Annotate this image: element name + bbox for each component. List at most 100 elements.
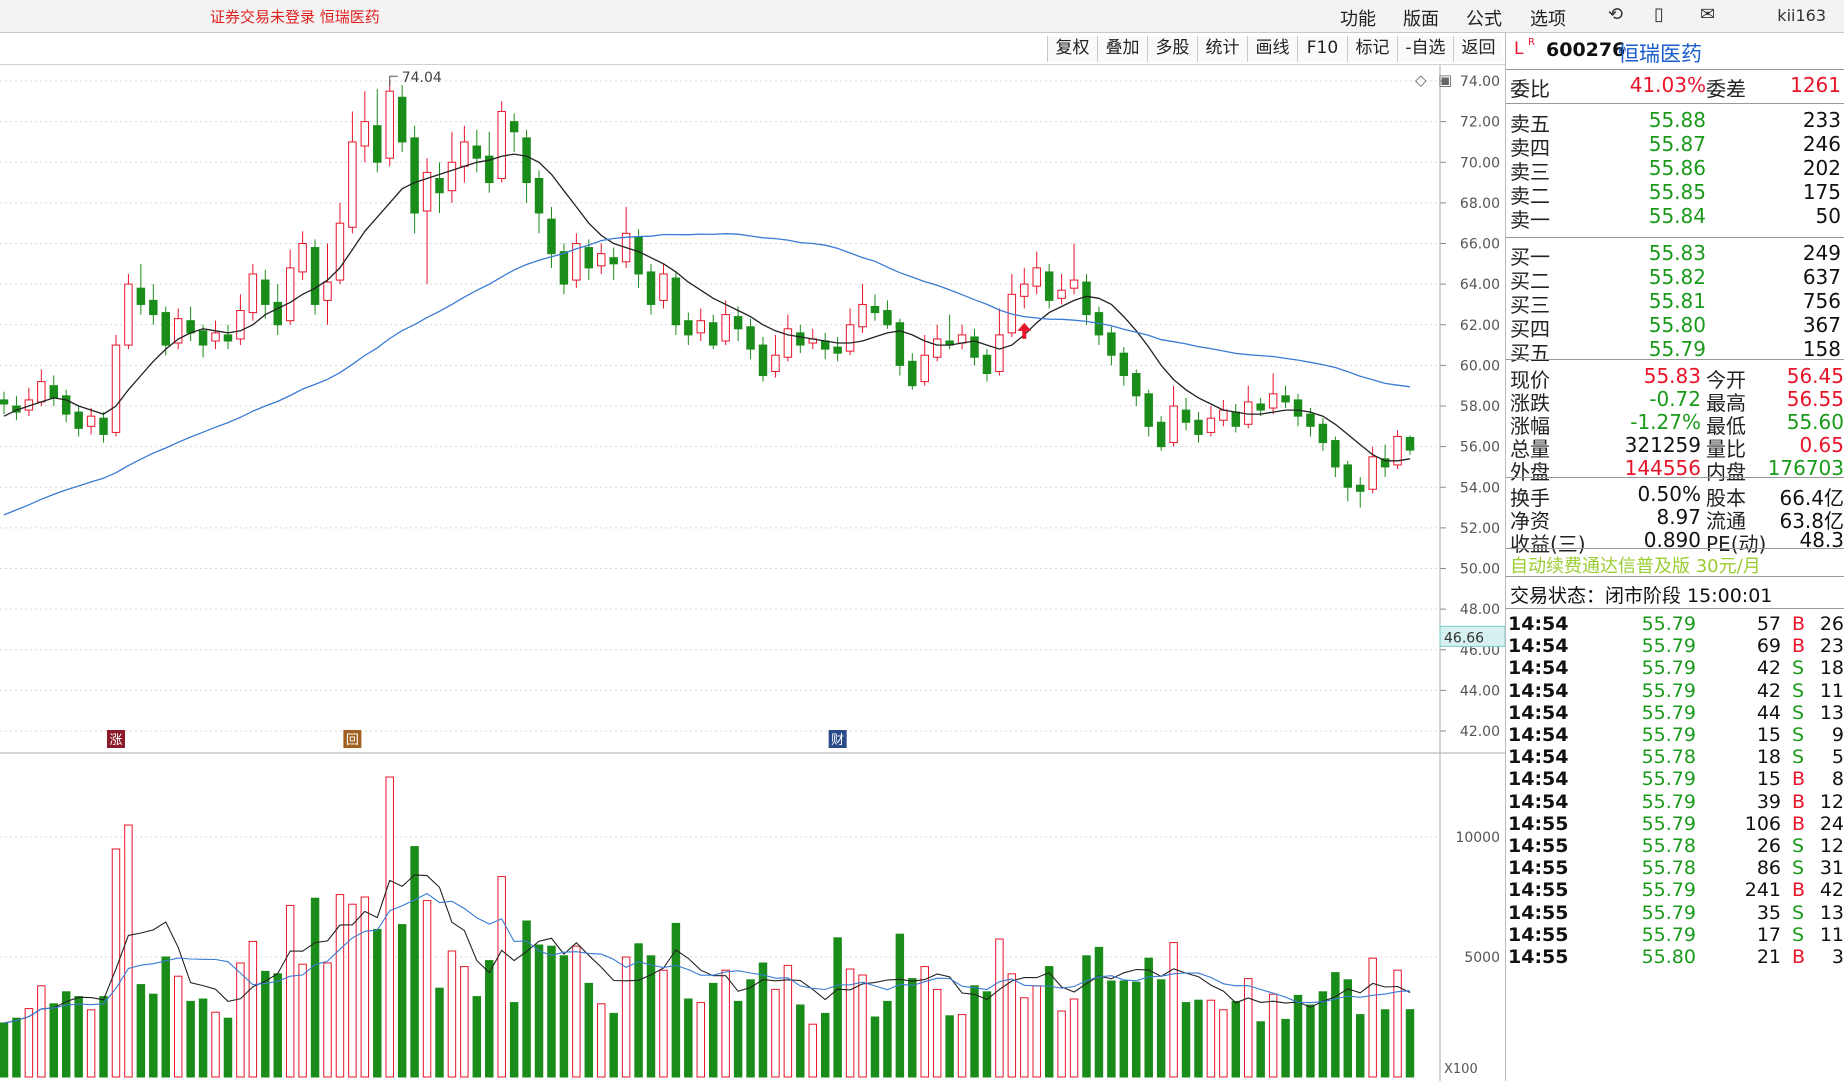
- candle-body: [373, 125, 382, 163]
- mail-icon[interactable]: ✉: [1700, 4, 1716, 25]
- restore-rights-button[interactable]: 复权: [1047, 36, 1097, 62]
- trade-status: 交易状态：闭市阶段 15:00:01: [1506, 581, 1844, 609]
- volume-bar: [870, 1016, 880, 1078]
- statistics-button[interactable]: 统计: [1197, 36, 1247, 62]
- volume-bar: [385, 776, 394, 1078]
- price-tick-label: 58.00: [1460, 399, 1500, 415]
- mark-button[interactable]: 标记: [1347, 36, 1397, 62]
- candle-body: [845, 324, 855, 352]
- price-tick-label: 42.00: [1460, 724, 1500, 740]
- tick-time: 14:55: [1508, 857, 1569, 880]
- ad-banner[interactable]: 自动续费通达信普及版 30元/月: [1506, 552, 1844, 580]
- volume-bar: [1380, 1009, 1390, 1078]
- candle-body: [634, 236, 643, 275]
- volume-bar: [1306, 1004, 1315, 1078]
- candle-body: [1206, 417, 1216, 433]
- volume-bar: [1094, 946, 1104, 1078]
- candle-body: [597, 253, 606, 267]
- candle-body: [236, 310, 245, 340]
- tick-time: 14:54: [1508, 635, 1569, 658]
- tick-volume: 35: [1756, 901, 1781, 924]
- f10-button[interactable]: F10: [1297, 36, 1347, 62]
- buy-row: 买四 55.80 367: [1506, 313, 1844, 341]
- candle-body: [671, 277, 681, 326]
- menu-functions[interactable]: 功能: [1340, 9, 1376, 30]
- tick-time: 14:54: [1508, 768, 1569, 791]
- candle-body: [646, 271, 656, 305]
- multi-stock-button[interactable]: 多股: [1147, 36, 1197, 62]
- menu-options[interactable]: 选项: [1530, 9, 1566, 30]
- volume-bar: [360, 896, 370, 1078]
- overlay-button[interactable]: 叠加: [1097, 36, 1147, 62]
- menu-formula[interactable]: 公式: [1466, 9, 1502, 30]
- username[interactable]: kii163: [1777, 6, 1826, 25]
- candle-body: [970, 336, 979, 358]
- buy-price: 55.79: [1648, 337, 1706, 361]
- volume-bar: [1132, 981, 1141, 1078]
- tick-side: S: [1792, 724, 1805, 746]
- r-badge-icon: R: [1528, 37, 1535, 48]
- cursor-price-label: 46.66: [1444, 630, 1484, 646]
- volume-bar: [373, 928, 382, 1078]
- volume-unit-label: X100: [1444, 1062, 1478, 1077]
- candle-body: [1144, 393, 1153, 427]
- stat-value: 55.60: [1786, 410, 1844, 434]
- stock-name[interactable]: 恒瑞医药: [1618, 42, 1702, 66]
- tick-time: 14:54: [1508, 790, 1569, 813]
- candle-body: [1044, 271, 1054, 301]
- refresh-icon[interactable]: ⟲: [1608, 4, 1624, 25]
- candle-body: [161, 312, 170, 346]
- draw-line-button[interactable]: 画线: [1247, 36, 1297, 62]
- tick-count: 12: [1819, 835, 1844, 857]
- signal-arrow-icon: [1017, 322, 1032, 339]
- candle-body: [348, 141, 357, 228]
- volume-bar: [833, 937, 842, 1078]
- volume-bar: [1405, 1009, 1415, 1078]
- volume-bar: [410, 846, 419, 1078]
- volume-bar: [348, 903, 357, 1078]
- volume-bar: [908, 978, 917, 1078]
- volume-bar: [285, 904, 295, 1078]
- volume-bar: [820, 1012, 830, 1078]
- candle-body: [1119, 352, 1129, 377]
- volume-bar: [460, 966, 469, 1078]
- tick-side: B: [1792, 879, 1806, 902]
- ad-text[interactable]: 自动续费通达信普及版 30元/月: [1510, 556, 1761, 577]
- tick-row: 14:55 55.79 241 B 42: [1506, 879, 1844, 905]
- stat-value: 144556: [1624, 456, 1701, 480]
- tick-count: 11: [1819, 923, 1844, 946]
- volume-bar: [335, 894, 345, 1078]
- remove-watchlist-button[interactable]: -自选: [1397, 36, 1453, 62]
- volume-bar: [49, 1003, 59, 1078]
- tick-side: B: [1792, 946, 1806, 968]
- price-tick-label: 70.00: [1460, 155, 1500, 171]
- stat-label: 内盘: [1706, 460, 1746, 484]
- volume-bar: [99, 996, 108, 1078]
- phone-icon[interactable]: ▯: [1654, 4, 1664, 25]
- tick-side: S: [1792, 835, 1805, 857]
- volume-bar: [1206, 999, 1216, 1078]
- review-marker-label: 回: [346, 733, 359, 748]
- menu-layout[interactable]: 版面: [1403, 9, 1439, 30]
- tick-time: 14:55: [1508, 901, 1569, 924]
- buy-price: 55.83: [1648, 241, 1706, 265]
- candle-body: [37, 381, 46, 403]
- stat-value: 55.83: [1643, 364, 1701, 388]
- tick-time: 14:54: [1508, 746, 1569, 769]
- sell-volume: 50: [1815, 204, 1841, 228]
- kline-chart-area[interactable]: 74.00 72.00 70.00 68.00 66.00 64.00 62.00 60.00…: [0, 65, 1505, 1081]
- tick-price: 55.79: [1641, 768, 1696, 791]
- volume-bar: [298, 963, 307, 1078]
- tick-volume: 26: [1756, 835, 1781, 857]
- back-button[interactable]: 返回: [1453, 36, 1503, 62]
- volume-bar: [0, 1022, 9, 1078]
- kline-chart[interactable]: 74.00 72.00 70.00 68.00 66.00 64.00 62.00 60.00…: [0, 65, 1505, 1081]
- stat-label: 股本: [1706, 486, 1746, 510]
- candle-body: [1405, 436, 1415, 451]
- stat-row: 换手 0.50% 股本 66.4亿: [1506, 482, 1844, 510]
- volume-bar: [124, 824, 133, 1078]
- sell-volume: 175: [1802, 180, 1841, 204]
- tick-side: B: [1792, 790, 1806, 813]
- volume-bar: [447, 950, 457, 1078]
- candle-body: [733, 316, 743, 330]
